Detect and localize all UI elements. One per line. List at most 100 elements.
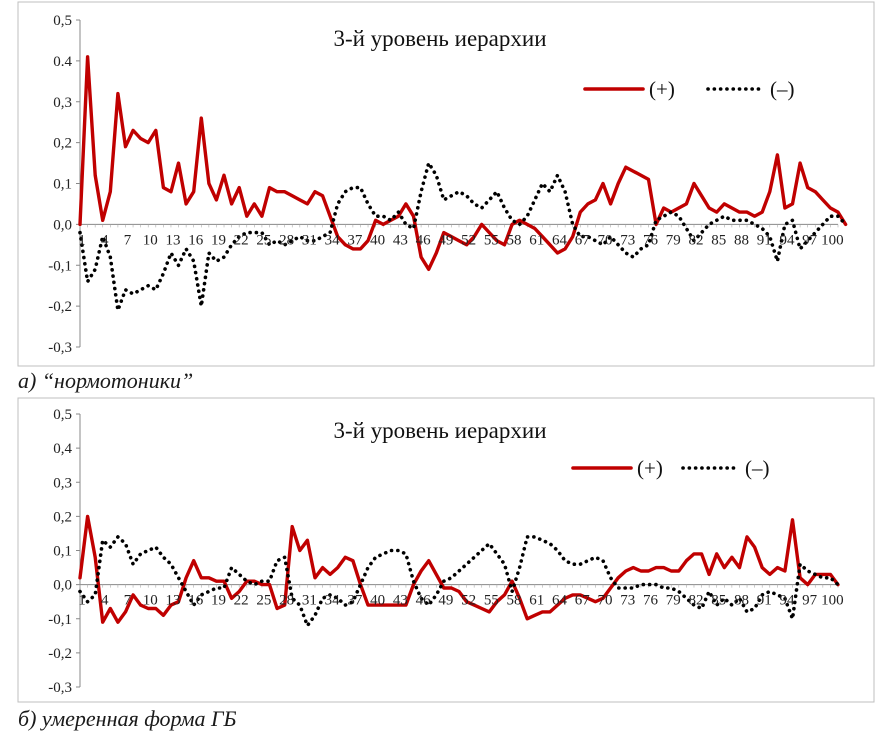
chart-b-x-tick-label: 49 — [438, 593, 453, 609]
chart-b-y-tick-label: 0,5 — [53, 407, 72, 423]
chart-b-y-tick-label: 0,2 — [53, 509, 72, 525]
chart-b-x-tick-label: 46 — [416, 593, 432, 609]
chart-a-y-tick-label: 0,1 — [53, 177, 72, 193]
chart-a-x-tick-label: 13 — [165, 232, 180, 248]
chart-b-x-tick-label: 64 — [552, 593, 568, 609]
chart-a-x-tick-label: 25 — [256, 232, 271, 248]
chart-a: -0,3 -0,2 -0,1 0,0 0,1 0,2 0,3 0.4 0,5 1 4 7 10 13 16 1… — [0, 0, 876, 368]
chart-a-x-tick-label: 34 — [325, 232, 341, 248]
chart-a-y-tick-label: -0,2 — [48, 299, 72, 315]
chart-a-x-tick-label: 58 — [507, 232, 522, 248]
chart-a-x-tick-label: 88 — [734, 232, 749, 248]
chart-b-x-tick-label: 91 — [757, 593, 772, 609]
chart-a-caption: а) “нормотоники” — [18, 368, 194, 393]
legend-plus-label: (+) — [637, 456, 663, 480]
chart-a-x-tick-label: 79 — [666, 232, 681, 248]
chart-b-x-tick-label: 22 — [234, 593, 249, 609]
chart-b-y-tick-label: 0,4 — [53, 441, 72, 457]
chart-a-x-tick-label: 94 — [779, 232, 795, 248]
chart-b-x-tick-label: 37 — [347, 593, 363, 609]
chart-b-svg: -0,3 -0,2 -0,1 0,0 0,1 0,2 0,3 0,4 0,5 1 4 7 10 13 16 1… — [17, 397, 875, 703]
chart-b-x-tick-label: 28 — [279, 593, 294, 609]
chart-a-series-minus-line — [78, 161, 848, 313]
chart-b-series-minus-line — [78, 535, 840, 628]
chart-a-x-tick-label: 100 — [821, 232, 844, 248]
chart-a-legend: (+) (–) — [583, 77, 795, 101]
chart-b-x-tick-label: 16 — [188, 593, 204, 609]
chart-b-x-tick-label: 52 — [461, 593, 476, 609]
chart-b-x-tick-label: 34 — [325, 593, 341, 609]
chart-a-y-tick-label: 0,5 — [53, 13, 72, 29]
chart-a-x-tick-label: 73 — [620, 232, 635, 248]
chart-b-x-tick-label: 70 — [598, 593, 613, 609]
legend-plus-label: (+) — [649, 77, 675, 101]
chart-a-frame — [17, 1, 875, 367]
chart-a-x-tick-label: 85 — [711, 232, 726, 248]
chart-a-x-tick-label: 82 — [688, 232, 703, 248]
chart-a-series-plus-line — [78, 55, 848, 271]
chart-b-caption: б) умеренная форма ГБ — [18, 706, 237, 731]
chart-b-x-tick-label: 76 — [643, 593, 659, 609]
chart-a-y-tick-label: 0,3 — [53, 95, 72, 111]
chart-b-x-tick-label: 25 — [256, 593, 271, 609]
chart-a-x-tick-label: 67 — [575, 232, 591, 248]
chart-a-x-tick-label: 31 — [302, 232, 317, 248]
chart-b-x-tick-label: 79 — [666, 593, 681, 609]
chart-b-x-tick-label: 100 — [821, 593, 844, 609]
chart-b-y-tick-label: -0,2 — [48, 646, 72, 662]
chart-a-x-tick-label: 10 — [143, 232, 158, 248]
chart-b-x-tick-label: 55 — [484, 593, 499, 609]
chart-a-x-tick-label: 16 — [188, 232, 204, 248]
chart-a-x-tick-label: 19 — [211, 232, 226, 248]
chart-a-x-tick-label: 7 — [124, 232, 132, 248]
chart-a-y-tick-label: -0,3 — [48, 340, 72, 356]
chart-a-x-tick-label: 1 — [78, 232, 86, 248]
chart-a-x-tick-label: 37 — [347, 232, 363, 248]
chart-b-x-tick-label: 7 — [124, 593, 132, 609]
chart-a-x-tick-label: 43 — [393, 232, 408, 248]
chart-a-x-tick-label: 97 — [802, 232, 818, 248]
legend-minus-label: (–) — [770, 77, 795, 101]
chart-a-x-tick-label: 70 — [598, 232, 613, 248]
chart-b-x-tick-label: 43 — [393, 593, 408, 609]
chart-b-legend: (+) (–) — [571, 456, 770, 480]
chart-b-y-tick-label: 0,0 — [53, 578, 72, 594]
chart-a-x-tick-label: 64 — [552, 232, 568, 248]
chart-a-x-tick-label: 40 — [370, 232, 385, 248]
chart-b-x-tick-label: 73 — [620, 593, 635, 609]
chart-a-x-tick-label: 52 — [461, 232, 476, 248]
legend-minus-label: (–) — [745, 456, 770, 480]
chart-b-title: 3-й уровень иерархии — [333, 418, 546, 443]
chart-b-x-tick-label: 19 — [211, 593, 226, 609]
chart-a-svg: -0,3 -0,2 -0,1 0,0 0,1 0,2 0,3 0.4 0,5 1 4 7 10 13 16 1… — [17, 1, 875, 367]
chart-b-x-tick-label: 94 — [779, 593, 795, 609]
chart-b-x-tick-label: 13 — [165, 593, 180, 609]
chart-b-x-tick-label: 1 — [78, 593, 86, 609]
chart-a-x-tick-label: 91 — [757, 232, 772, 248]
chart-b-x-tick-label: 31 — [302, 593, 317, 609]
chart-b-x-tick-label: 82 — [688, 593, 703, 609]
chart-b-y-tick-label: -0,3 — [48, 680, 72, 696]
chart-a-x-tick-label: 28 — [279, 232, 294, 248]
chart-a-y-tick-label: 0,2 — [53, 136, 72, 152]
chart-b-x-tick-label: 88 — [734, 593, 749, 609]
chart-b-x-tick-label: 85 — [711, 593, 726, 609]
chart-a-x-tick-label: 55 — [484, 232, 499, 248]
chart-b-x-tick-label: 67 — [575, 593, 591, 609]
chart-b: -0,3 -0,2 -0,1 0,0 0,1 0,2 0,3 0,4 0,5 1 4 7 10 13 16 1… — [0, 396, 876, 706]
chart-a-x-tick-label: 76 — [643, 232, 659, 248]
chart-a-x-tick-label: 22 — [234, 232, 249, 248]
chart-b-x-tick-label: 40 — [370, 593, 385, 609]
chart-a-y-tick-label: -0,1 — [48, 258, 72, 274]
chart-a-title: 3-й уровень иерархии — [333, 26, 546, 51]
chart-b-x-tick-label: 97 — [802, 593, 818, 609]
chart-b-y-tick-label: -0,1 — [48, 612, 72, 628]
chart-b-x-tick-label: 61 — [529, 593, 544, 609]
chart-b-x-tick-label: 4 — [101, 593, 109, 609]
chart-b-x-tick-label: 58 — [507, 593, 522, 609]
chart-a-x-tick-label: 61 — [529, 232, 544, 248]
chart-b-x-tick-label: 10 — [143, 593, 158, 609]
chart-a-y-tick-label: 0,0 — [53, 217, 72, 233]
chart-b-y-tick-label: 0,1 — [53, 544, 72, 560]
chart-b-series-plus-line — [78, 514, 840, 624]
